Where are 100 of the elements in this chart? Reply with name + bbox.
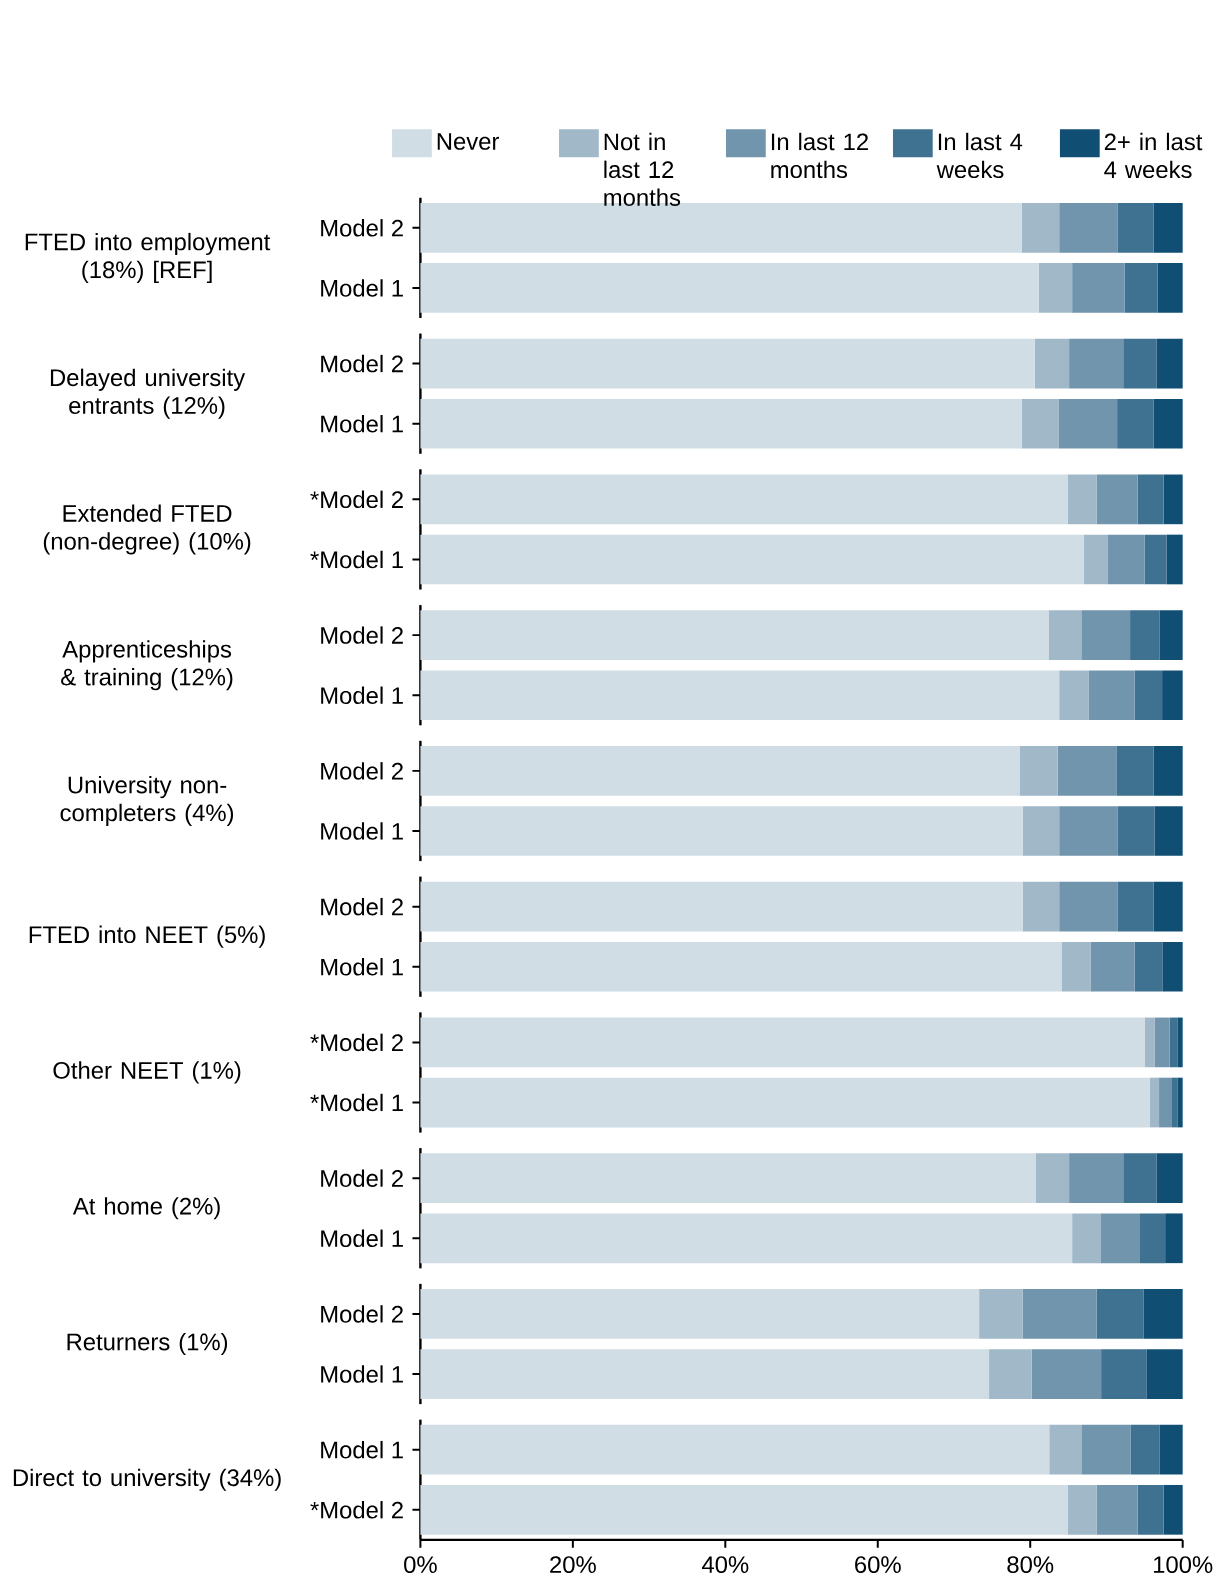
y-tick-label: Model 2 — [321, 762, 403, 780]
bar — [1081, 610, 1131, 660]
bar — [989, 1349, 1032, 1399]
y-tick-label: Model 2 — [321, 1305, 403, 1323]
y-tick-label: Model 1 — [321, 1440, 403, 1459]
y-tick-label: Model 1 — [321, 1365, 403, 1383]
y-axis-title: Other NEET (1%) — [53, 1061, 241, 1084]
bar — [1162, 941, 1183, 992]
y-tick-label: Model 2 — [321, 626, 403, 644]
bar — [420, 1289, 980, 1339]
bar — [1177, 1017, 1183, 1068]
bar — [1067, 1484, 1097, 1535]
bar — [1149, 1077, 1159, 1128]
bar — [1101, 1349, 1147, 1399]
x-tick-label: 100% — [1153, 1556, 1213, 1574]
bar — [1096, 1484, 1138, 1535]
bar — [1124, 263, 1158, 313]
bar — [1031, 1349, 1102, 1399]
y-axis-title: Apprenticeships & training (12%) — [61, 640, 233, 691]
bar — [1072, 263, 1125, 313]
bar — [1021, 398, 1059, 449]
bar — [1157, 263, 1183, 313]
bar — [420, 263, 1039, 313]
bar — [1154, 1017, 1170, 1068]
y-axis-title: Delayed university entrants (12%) — [50, 368, 246, 419]
y-tick-label: Model 1 — [321, 822, 403, 840]
bar — [1139, 1213, 1166, 1264]
bar — [1059, 806, 1118, 856]
bar — [1090, 941, 1135, 992]
y-tick-label: *Model 2 — [310, 490, 403, 509]
legend-label: In last 12 months — [771, 132, 868, 179]
bar — [420, 941, 1062, 992]
bar — [420, 1153, 1036, 1204]
bar — [1171, 1077, 1178, 1128]
bar — [1137, 474, 1164, 525]
x-tick-label: 80% — [1007, 1556, 1054, 1574]
bar — [420, 610, 1049, 660]
bar — [1153, 881, 1183, 932]
bar — [420, 1349, 989, 1399]
bar — [1177, 1077, 1183, 1128]
bar — [1061, 941, 1091, 992]
bar — [1022, 881, 1060, 932]
bar — [1134, 670, 1163, 721]
legend-label: 2+ in last 4 weeks — [1104, 132, 1203, 179]
y-axis-title: At home (2%) — [72, 1197, 220, 1220]
bar — [1154, 806, 1183, 856]
y-tick-label: Model 2 — [321, 219, 403, 237]
bar — [1146, 1349, 1183, 1399]
y-axis-title: FTED into NEET (5%) — [29, 925, 265, 948]
bar — [1163, 474, 1183, 525]
bar — [1143, 1289, 1183, 1339]
bar — [1159, 610, 1183, 660]
bar — [420, 534, 1084, 585]
bar — [1153, 746, 1183, 796]
bar — [420, 1213, 1073, 1264]
bar — [1059, 670, 1089, 721]
bar — [1022, 806, 1060, 856]
y-axis-title: FTED into employment (18%) [REF] — [25, 232, 271, 283]
bar — [1019, 746, 1058, 796]
y-axis-title: Returners (1%) — [67, 1332, 228, 1356]
y-axis-title: University non-completers (4%) — [60, 775, 233, 826]
bar — [1059, 203, 1118, 253]
bar — [1081, 1424, 1131, 1475]
bar — [1058, 398, 1118, 449]
y-tick-label: Model 1 — [321, 279, 403, 297]
bar — [420, 474, 1068, 525]
y-tick-label: *Model 1 — [310, 550, 403, 569]
bar — [1134, 941, 1163, 992]
bar — [420, 1484, 1068, 1535]
bar — [1096, 474, 1138, 525]
bar — [1130, 1424, 1160, 1475]
bar — [420, 881, 1023, 932]
bar — [420, 338, 1035, 389]
bar — [1067, 474, 1097, 525]
bar — [420, 398, 1022, 449]
bar — [1169, 1017, 1178, 1068]
bar — [1130, 610, 1160, 660]
bar — [1137, 1484, 1164, 1535]
y-tick-label: Model 2 — [321, 354, 403, 373]
bar — [1021, 203, 1060, 253]
y-tick-label: Model 1 — [321, 414, 403, 433]
bar — [1156, 338, 1183, 389]
bar — [1123, 1153, 1157, 1204]
bar — [1117, 398, 1154, 449]
y-tick-label: Model 2 — [321, 1169, 403, 1187]
legend-label: Not in last 12 months — [604, 132, 681, 206]
legend-label: Never — [437, 133, 499, 150]
y-tick-label: *Model 2 — [310, 1501, 403, 1519]
bar — [1162, 670, 1183, 721]
bar — [1100, 1213, 1140, 1264]
bar — [979, 1289, 1023, 1339]
y-tick-label: *Model 2 — [310, 1033, 403, 1052]
bar — [1072, 1213, 1101, 1264]
y-tick-label: Model 2 — [321, 897, 403, 916]
bar — [420, 806, 1023, 856]
x-tick-label: 20% — [550, 1556, 596, 1574]
y-tick-label: *Model 1 — [310, 1093, 403, 1112]
bar — [1096, 1289, 1144, 1339]
y-axis-title: Direct to university (34%) — [13, 1468, 281, 1491]
x-tick-label: 60% — [855, 1556, 901, 1574]
